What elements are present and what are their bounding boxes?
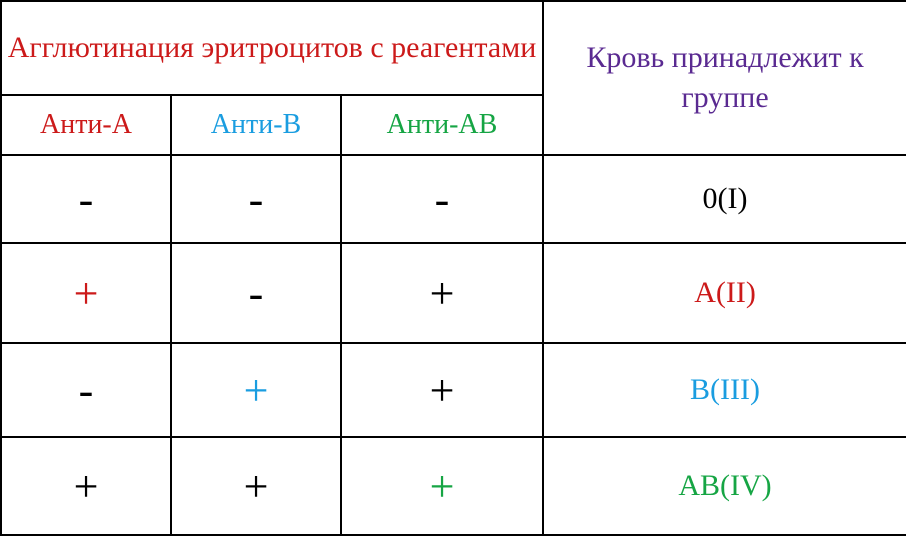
cell-anti-b: + — [171, 437, 341, 535]
table-row: + + + АВ(IV) — [1, 437, 906, 535]
subheader-anti-ab: Анти-АВ — [341, 95, 543, 155]
cell-anti-ab: + — [341, 243, 543, 343]
cell-anti-a: + — [1, 437, 171, 535]
cell-group: В(III) — [543, 343, 906, 437]
cell-anti-a: - — [1, 155, 171, 243]
cell-anti-b: - — [171, 155, 341, 243]
cell-anti-ab: + — [341, 437, 543, 535]
cell-group: 0(I) — [543, 155, 906, 243]
subheader-anti-b: Анти-В — [171, 95, 341, 155]
cell-anti-a: + — [1, 243, 171, 343]
cell-anti-b: - — [171, 243, 341, 343]
header-row-1: Агглютинация эритроцитов с реагентами Кр… — [1, 1, 906, 95]
header-blood-group: Кровь принадлежит к группе — [543, 1, 906, 155]
table-row: + - + А(II) — [1, 243, 906, 343]
cell-anti-a: - — [1, 343, 171, 437]
subheader-anti-a: Анти-А — [1, 95, 171, 155]
cell-group: АВ(IV) — [543, 437, 906, 535]
blood-group-table: Агглютинация эритроцитов с реагентами Кр… — [0, 0, 906, 536]
table-row: - + + В(III) — [1, 343, 906, 437]
cell-anti-ab: - — [341, 155, 543, 243]
cell-anti-b: + — [171, 343, 341, 437]
table-row: - - - 0(I) — [1, 155, 906, 243]
cell-anti-ab: + — [341, 343, 543, 437]
header-agglutination: Агглютинация эритроцитов с реагентами — [1, 1, 543, 95]
cell-group: А(II) — [543, 243, 906, 343]
